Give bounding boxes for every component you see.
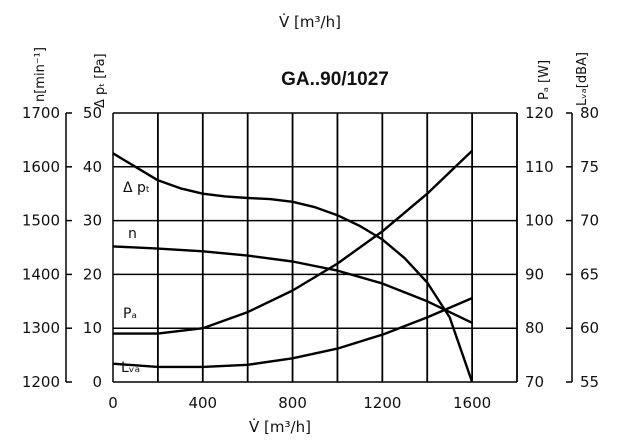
n-tick-label: 1700 [22, 104, 60, 122]
series-label-lwa: Lᵥₐ [121, 360, 140, 376]
pa-tick-label: 80 [525, 319, 544, 337]
lwa-axis-label: Lᵥₐ[dBA] [575, 52, 590, 106]
lwa-tick-label: 65 [580, 265, 599, 283]
series-line-lwa [112, 296, 473, 369]
axes [65, 112, 573, 383]
dpt-tick-label: 50 [83, 104, 102, 122]
series-label-n: n [128, 226, 137, 242]
pa-tick-label: 70 [525, 373, 544, 391]
n-tick-label: 1400 [22, 265, 60, 283]
chart-title: GA..90/1027 [281, 69, 389, 90]
lwa-tick-label: 60 [580, 319, 599, 337]
lwa-tick-label: 55 [580, 373, 599, 391]
dpt-tick-label: 10 [83, 319, 102, 337]
series-line-pa [113, 149, 473, 335]
pa-tick-label: 100 [525, 212, 554, 230]
labels: 0 400 800 1200 1600 1200 1300 1400 1500 1600 1700 0… [22, 104, 599, 412]
series-line-n [112, 245, 473, 324]
dpt-tick-label: 0 [92, 373, 102, 391]
dpt-tick-label: 40 [83, 158, 102, 176]
x-tick-label: 1600 [453, 394, 491, 412]
dpt-axis-label: Δ pₜ [Pa] [93, 53, 108, 108]
lwa-tick-label: 75 [580, 158, 599, 176]
pa-tick-label: 110 [525, 158, 554, 176]
dpt-tick-label: 20 [83, 265, 102, 283]
x-tick-label: 0 [108, 394, 118, 412]
x-tick-label: 400 [188, 394, 217, 412]
n-tick-label: 1500 [22, 212, 60, 230]
n-tick-label: 1200 [22, 373, 60, 391]
n-axis-label: n[min⁻¹] [33, 47, 48, 102]
dpt-tick-label: 30 [83, 212, 102, 230]
x-tick-label: 800 [278, 394, 307, 412]
n-tick-label: 1300 [22, 319, 60, 337]
series-label-dpt: Δ pₜ [123, 180, 150, 196]
pa-tick-label: 90 [525, 265, 544, 283]
grid [112, 112, 518, 383]
pa-tick-label: 120 [525, 104, 554, 122]
curves [112, 149, 474, 383]
top-axis-label: V̇ [m³/h] [279, 12, 341, 31]
pa-axis-label: Pₐ [W] [537, 60, 552, 100]
lwa-tick-label: 70 [580, 212, 599, 230]
series-line-dpt [112, 152, 474, 383]
x-tick-label: 1200 [363, 394, 401, 412]
series-label-pa: Pₐ [123, 306, 137, 322]
n-tick-label: 1600 [22, 158, 60, 176]
x-axis-label: V̇ [m³/h] [249, 417, 311, 436]
lwa-tick-label: 80 [580, 104, 599, 122]
